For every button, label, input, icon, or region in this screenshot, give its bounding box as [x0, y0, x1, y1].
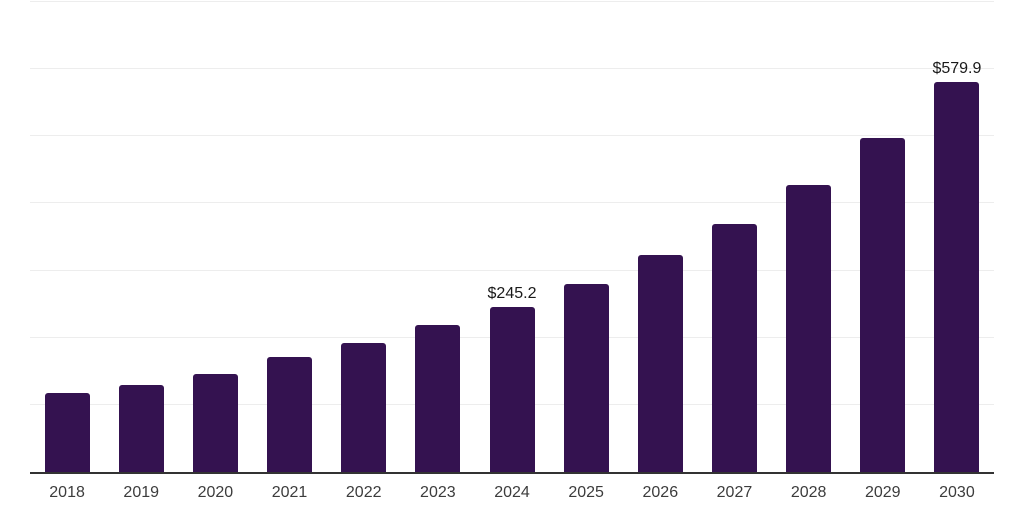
x-tick-label-2022: 2022 — [345, 484, 382, 501]
bar-2023 — [415, 325, 461, 472]
x-tick-label-2028: 2028 — [790, 484, 827, 501]
x-tick-label-2021: 2021 — [271, 484, 308, 501]
bar-2019 — [118, 384, 164, 472]
gridline-y-400 — [30, 202, 994, 204]
bar-value-label-2024: $245.2 — [487, 285, 537, 303]
bar-2028 — [786, 184, 832, 472]
bar-2022 — [341, 342, 387, 472]
x-tick-label-2030: 2030 — [939, 484, 975, 501]
bar-2024 — [489, 307, 535, 472]
bar-2027 — [711, 223, 757, 472]
gridline-y-700 — [30, 0, 994, 2]
x-tick-label-2026: 2026 — [642, 484, 679, 501]
x-tick-label-2027: 2027 — [716, 484, 753, 501]
bar-2026 — [637, 255, 683, 472]
bar-2029 — [860, 137, 906, 472]
x-tick-label-2024: 2024 — [494, 484, 530, 501]
gridline-y-600 — [30, 67, 994, 69]
x-axis: 2018 2019 2020 2021 2022 2023 2024 2025 2026 2027… — [30, 483, 994, 507]
gridline-y-500 — [30, 135, 994, 137]
x-tick-label-2020: 2020 — [197, 484, 234, 501]
x-tick-label-2023: 2023 — [420, 484, 456, 501]
x-tick-label-2029: 2029 — [864, 484, 901, 501]
x-tick-label-2019: 2019 — [123, 484, 160, 501]
x-tick-label-2025: 2025 — [568, 484, 604, 501]
bar-2021 — [267, 356, 313, 472]
x-tick-label-2018: 2018 — [49, 484, 85, 501]
bar-2030 — [934, 81, 980, 472]
gridline-y-300 — [30, 269, 994, 271]
bar-2020 — [192, 374, 238, 472]
plot-area: $245.2 $579.9 — [30, 0, 994, 474]
bar-2025 — [563, 283, 609, 472]
bar-value-label-2030: $579.9 — [932, 59, 982, 77]
bar-2018 — [44, 393, 90, 472]
